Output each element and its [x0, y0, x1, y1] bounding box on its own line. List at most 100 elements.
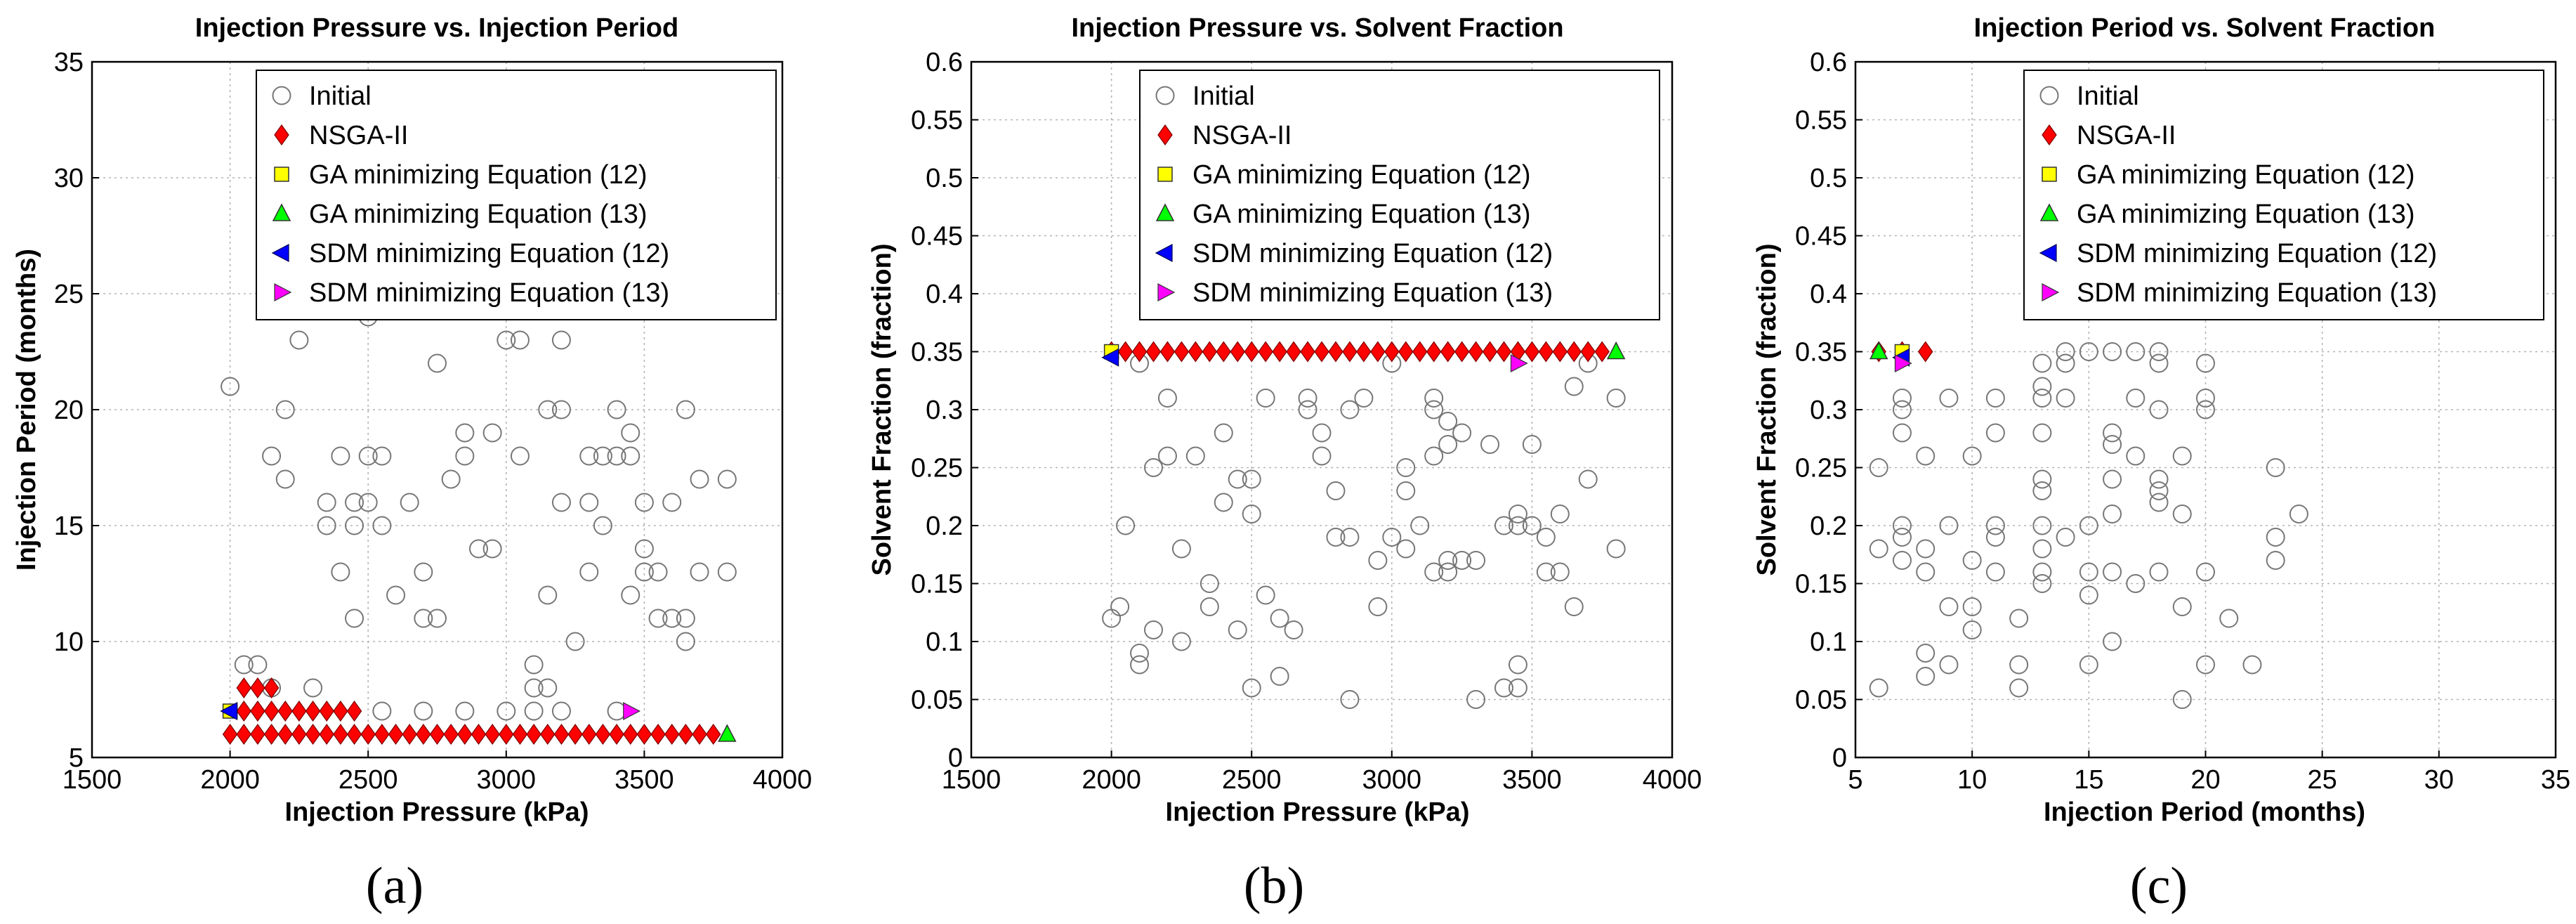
panel-c-initial-point: [2266, 551, 2285, 570]
legend-label-ga-minimizing-equation-12: GA minimizing Equation (12): [1192, 160, 1531, 190]
panel-b-nsga-ii-point: [1524, 341, 1540, 363]
panel-a-nsga-ii-point: [526, 723, 541, 746]
panel-a-nsga-ii-point: [263, 677, 280, 699]
panel-a-nsga-ii-point: [457, 723, 473, 746]
panel-b-initial-point: [1466, 690, 1486, 709]
panel-c-xtick-label: 15: [2074, 765, 2103, 795]
legend-marker-ga-minimizing-equation-12: [1157, 167, 1173, 182]
panel-b-initial-point: [1508, 505, 1527, 523]
panel-b-nsga-ii-point: [1216, 341, 1232, 363]
panel-a-initial-point: [621, 423, 640, 443]
legend-label-sdm-minimizing-equation-13: SDM minimizing Equation (13): [1192, 278, 1553, 308]
panel-a-nsga-ii-point: [236, 723, 251, 746]
panel-b-initial-point: [1368, 597, 1388, 616]
panel-c-initial-point: [2103, 342, 2122, 361]
panel-b-initial-point: [1396, 458, 1416, 477]
panel-a-initial-point: [621, 446, 640, 466]
panel-b-xtick-label: 3000: [1362, 765, 1422, 795]
panel-b-xtick-label: 3500: [1502, 765, 1562, 795]
panel-a-initial-point: [414, 609, 433, 628]
legend-marker-ga-minimizing-equation-12: [2042, 167, 2057, 182]
panel-c-sdm-minimizing-equation-13-point: [1894, 354, 1912, 372]
panel-b-initial-point: [1536, 528, 1556, 547]
panel-a-initial-point: [676, 400, 695, 419]
panel-a-nsga-ii-point: [250, 700, 265, 722]
panel-a-initial-point: [455, 423, 475, 443]
panel-c-initial-point: [1962, 597, 1982, 616]
panel-c-initial-point: [2032, 469, 2052, 489]
panel-a-initial-point: [428, 353, 447, 373]
panel-a-nsga-ii-point: [291, 723, 307, 746]
panel-a-initial-point: [717, 469, 737, 489]
panel-c-initial-point: [1962, 551, 1982, 570]
panel-a-nsga-ii-point: [650, 723, 666, 746]
panel-a-ytick-label: 15: [54, 512, 84, 541]
panel-a-xtick-label: 2500: [339, 765, 398, 795]
panel-b-xlabel: Injection Pressure (kPa): [1166, 798, 1470, 827]
panel-c-xlabel: Injection Period (months): [2044, 798, 2365, 827]
panel-a-xtick-label: 2000: [200, 765, 260, 795]
panel-c-legend-box: [2023, 70, 2544, 320]
panel-c-ytick-label: 0.25: [1795, 454, 1847, 483]
panel-b-initial-point: [1354, 389, 1374, 408]
panel-c-initial-point: [2032, 389, 2052, 408]
panel-a-nsga-ii-point: [692, 723, 707, 746]
panel-a-initial-point: [621, 585, 640, 605]
panel-a-nsga-ii-point: [333, 723, 348, 746]
panel-a-initial-point: [455, 446, 475, 466]
panel-c-initial-point: [2266, 458, 2285, 477]
panel-b-ylabel: Solvent Fraction (fraction): [867, 244, 897, 576]
panel-a-initial-point: [524, 678, 544, 698]
panel-a-sdm-minimizing-equation-12-point: [220, 702, 238, 720]
panel-a-initial-point: [551, 400, 571, 419]
panel-b-initial-point: [1256, 389, 1275, 408]
panel-b-nsga-ii-point: [1468, 341, 1484, 363]
panel-c-initial-point: [1892, 389, 1912, 408]
panel-a-initial-point: [289, 330, 309, 350]
panel-c-ytick-label: 0.55: [1795, 106, 1847, 136]
panel-a-xtick-label: 3000: [477, 765, 537, 795]
panel-c-initial-point: [1962, 620, 1982, 639]
panel-a-initial-point: [248, 655, 268, 675]
panel-a-nsga-ii-point: [250, 677, 265, 699]
panel-b-nsga-ii-point: [1594, 341, 1610, 363]
panel-b-xtick-label: 2500: [1222, 765, 1282, 795]
panel-b-initial-point: [1340, 690, 1360, 709]
legend-marker-sdm-minimizing-equation-12: [2039, 244, 2057, 262]
legend-label-sdm-minimizing-equation-13: SDM minimizing Equation (13): [2077, 278, 2437, 308]
panel-b-initial-point: [1214, 493, 1233, 512]
panel-a-initial-point: [345, 516, 364, 535]
panel-c-initial-point: [2056, 342, 2075, 361]
panel-c-initial-point: [2126, 574, 2145, 593]
panel-b-ytick-label: 0.35: [911, 338, 963, 367]
panel-a-ytick-label: 5: [69, 743, 84, 773]
panel-a-nsga-ii-point: [623, 723, 638, 746]
panel-b-initial-point: [1438, 551, 1458, 570]
legend-label-ga-minimizing-equation-12: GA minimizing Equation (12): [309, 160, 648, 190]
panel-b-ytick-label: 0.15: [911, 570, 963, 599]
panel-b-ytick-label: 0.05: [911, 686, 963, 715]
panel-a-ytick-label: 30: [54, 164, 84, 193]
panel-c-initial-point: [2172, 597, 2192, 616]
panel-c-initial-point: [1916, 539, 1936, 559]
panel-b-ga-minimizing-equation-13-point: [1606, 341, 1626, 360]
panel-a-nsga-ii-point: [609, 723, 624, 746]
panel-a-nsga-ii-point: [595, 723, 611, 746]
legend-label-sdm-minimizing-equation-12: SDM minimizing Equation (12): [309, 239, 669, 268]
panel-a-initial-point: [579, 562, 599, 582]
panel-c-initial-point: [2126, 389, 2145, 408]
panel-c-nsga-ii-point: [1917, 341, 1933, 363]
panel-b-nsga-ii-point: [1496, 341, 1512, 363]
panel-a-nsga-ii-point: [581, 723, 597, 746]
legend-label-sdm-minimizing-equation-12: SDM minimizing Equation (12): [2077, 239, 2437, 268]
panel-a-initial-point: [317, 493, 336, 512]
panel-a-initial-point: [331, 446, 350, 466]
panel-c-initial-point: [1869, 539, 1888, 559]
panel-a-initial-point: [262, 446, 282, 466]
legend-marker-sdm-minimizing-equation-13: [2042, 283, 2060, 301]
panel-b-initial-point: [1312, 446, 1332, 466]
panel-b-initial-point: [1508, 678, 1527, 698]
panel-a-initial-point: [482, 539, 502, 559]
panel-a-initial-point: [400, 493, 419, 512]
panel-b-nsga-ii-point: [1272, 341, 1287, 363]
